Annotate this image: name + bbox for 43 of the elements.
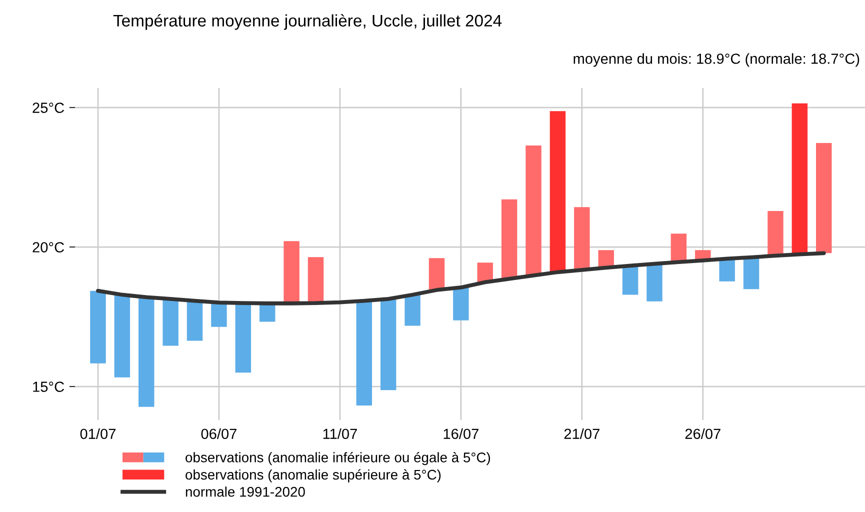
bar [646,264,662,302]
y-tick-label: 25°C [32,102,64,113]
x-tick-label: 26/07 [685,428,720,440]
bar [308,257,324,304]
bar [816,142,832,254]
bar [235,303,252,373]
legend-label: observations (anomalie inférieure ou égale à 5°C) [186,452,490,466]
bar [743,257,760,290]
bar [501,199,518,279]
bar [404,294,420,326]
bar [186,300,203,341]
bar [114,294,130,378]
bar [90,290,106,364]
bar [792,103,808,254]
chart-title: Température moyenne journalière, Uccle, juillet 2024 [113,14,502,30]
legend-label: observations (anomalie supérieure à 5°C) [186,469,441,482]
bar [356,300,372,406]
y-tick-label: 20°C [32,242,64,252]
bar [598,250,614,268]
x-tick-label: 11/07 [323,428,357,440]
bar [453,287,469,320]
bar [162,298,178,346]
bar [477,262,493,282]
bar [211,302,227,327]
legend-label: normale 1991-2020 [186,486,305,497]
bar [428,258,445,290]
bar [768,211,784,256]
bar [284,241,300,304]
bar [550,111,566,272]
bar [574,207,590,270]
x-tick-label: 06/07 [201,428,236,440]
line-series [96,251,826,306]
bar [670,234,687,262]
bar [380,298,396,390]
y-tick-label: 15°C [33,382,64,392]
x-tick-label: 21/07 [564,428,600,440]
bar [138,297,154,407]
bar [622,266,638,295]
text: moyenne du mois: 18.9°C (normale: 18.7°C) [574,53,860,67]
x-tick-label: 16/07 [444,428,478,440]
bar [719,258,735,282]
bar [526,145,542,276]
x-tick-label: 01/07 [80,428,116,440]
